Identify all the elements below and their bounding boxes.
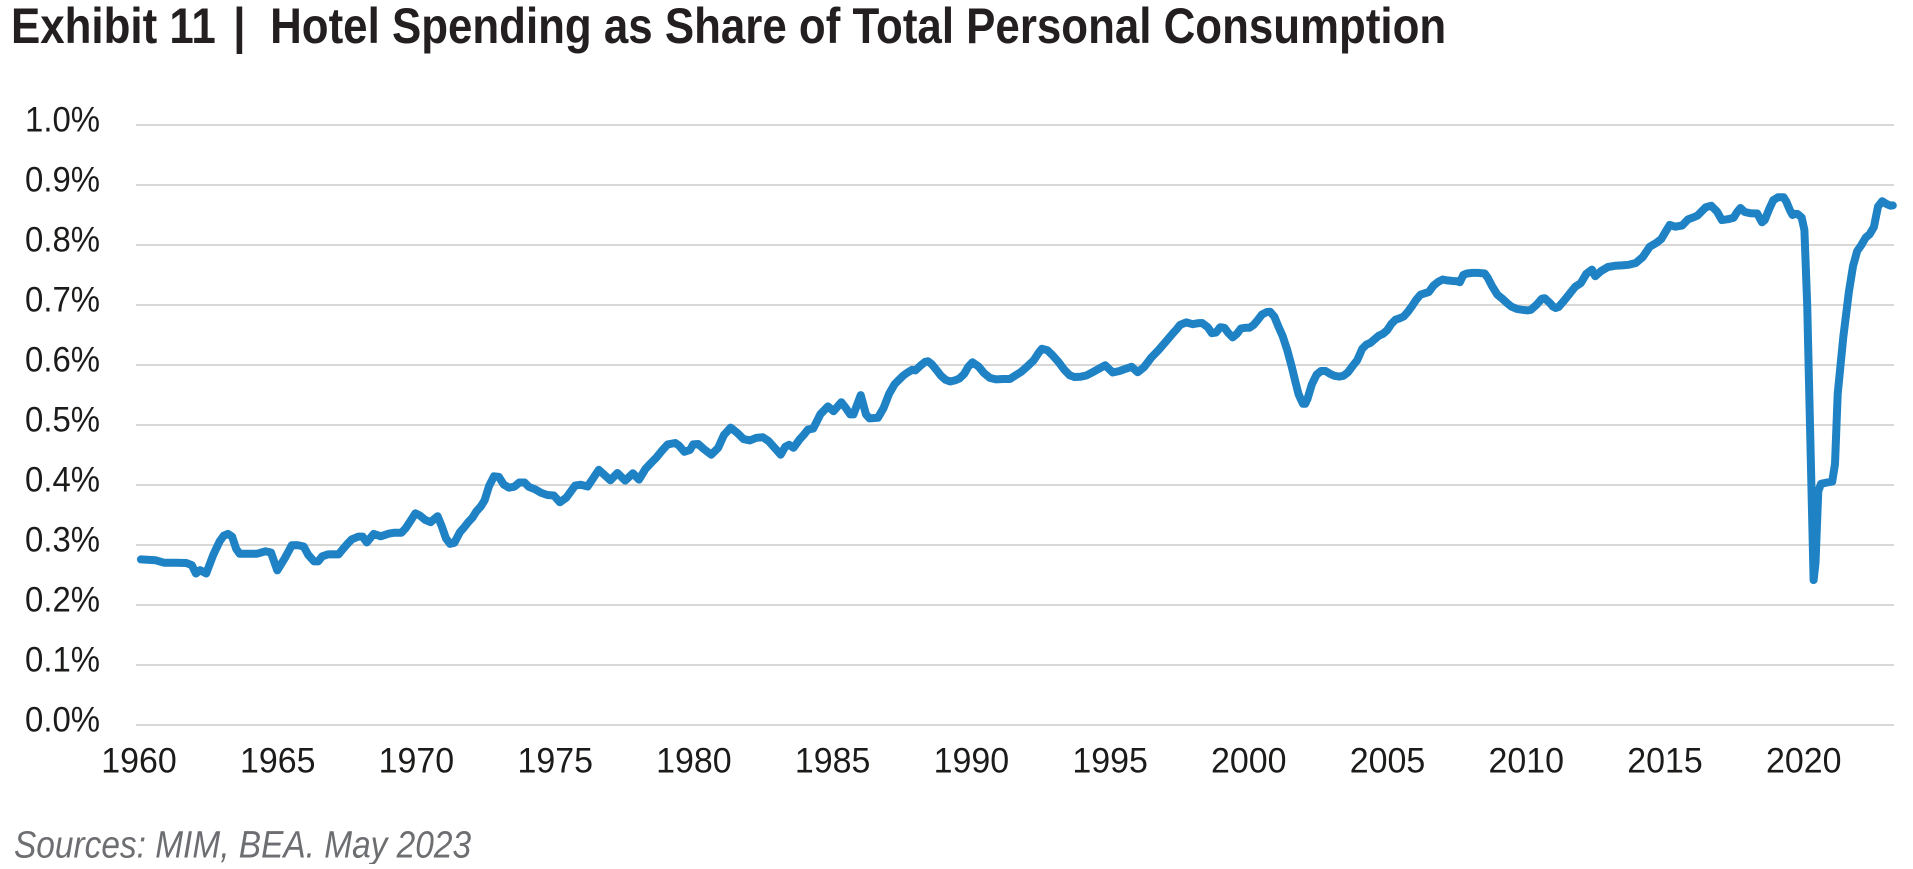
svg-text:0.6%: 0.6% [25, 341, 100, 380]
svg-text:2000: 2000 [1211, 742, 1287, 781]
svg-text:1965: 1965 [240, 742, 316, 781]
svg-text:1975: 1975 [517, 742, 593, 781]
svg-text:2005: 2005 [1350, 742, 1426, 781]
svg-text:0.2%: 0.2% [25, 581, 100, 620]
svg-text:0.8%: 0.8% [25, 221, 100, 260]
svg-text:Sources: MIM, BEA. May 2023: Sources: MIM, BEA. May 2023 [14, 824, 471, 864]
svg-text:0.1%: 0.1% [25, 641, 100, 680]
svg-text:0.5%: 0.5% [25, 401, 100, 440]
svg-text:1995: 1995 [1072, 742, 1148, 781]
svg-text:1990: 1990 [934, 742, 1010, 781]
svg-text:0.3%: 0.3% [25, 521, 100, 560]
svg-text:2020: 2020 [1766, 742, 1842, 781]
svg-text:1980: 1980 [656, 742, 732, 781]
svg-text:2010: 2010 [1488, 742, 1564, 781]
svg-text:1985: 1985 [795, 742, 871, 781]
svg-text:2015: 2015 [1627, 742, 1703, 781]
svg-text:0.7%: 0.7% [25, 281, 100, 320]
svg-text:0.4%: 0.4% [25, 461, 100, 500]
svg-text:0.0%: 0.0% [25, 701, 100, 740]
svg-text:1960: 1960 [101, 742, 177, 781]
svg-text:1970: 1970 [379, 742, 455, 781]
svg-text:0.9%: 0.9% [25, 161, 100, 200]
svg-text:1.0%: 1.0% [25, 101, 100, 140]
